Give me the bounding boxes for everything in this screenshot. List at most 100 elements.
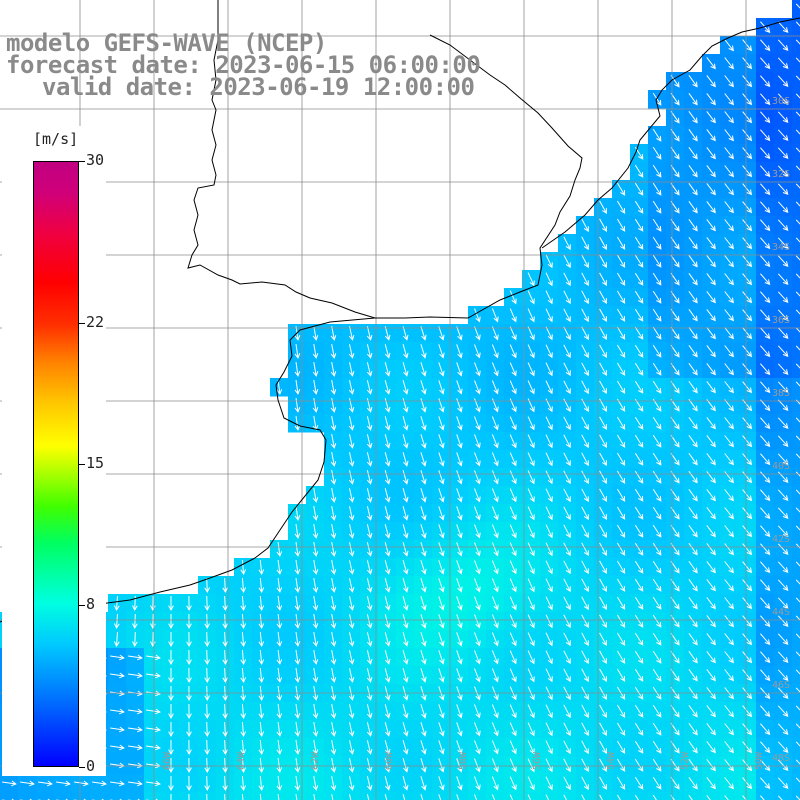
wind-cell bbox=[792, 252, 800, 271]
wind-arrow bbox=[224, 793, 226, 800]
wind-arrow bbox=[545, 326, 553, 341]
wind-arrow bbox=[438, 722, 445, 737]
wind-arrow bbox=[348, 722, 355, 737]
wind-arrow bbox=[742, 561, 753, 574]
wind-arrow bbox=[652, 434, 662, 448]
wind-arrow bbox=[456, 344, 463, 359]
wind-arrow bbox=[186, 595, 192, 612]
wind-arrow bbox=[402, 524, 409, 539]
wind-arrow bbox=[384, 344, 391, 359]
wind-arrow bbox=[545, 254, 553, 269]
wind-arrow bbox=[581, 452, 589, 467]
wind-cell bbox=[792, 144, 800, 163]
wind-arrow bbox=[384, 668, 391, 683]
wind-arrow bbox=[186, 703, 192, 720]
wind-arrow bbox=[491, 668, 499, 683]
wind-arrow bbox=[258, 721, 265, 738]
wind-arrow bbox=[312, 614, 319, 629]
wind-arrow bbox=[706, 759, 716, 772]
wind-arrow bbox=[348, 668, 355, 683]
wind-arrow bbox=[760, 489, 771, 502]
wind-arrow bbox=[545, 560, 553, 575]
wind-arrow bbox=[688, 111, 698, 124]
wind-arrow bbox=[384, 524, 391, 539]
wind-arrow bbox=[777, 21, 789, 33]
wind-arrow bbox=[652, 506, 662, 520]
wind-arrow bbox=[634, 416, 644, 430]
wind-arrow bbox=[545, 290, 553, 305]
wind-arrow bbox=[563, 704, 571, 719]
wind-arrow bbox=[581, 542, 589, 557]
wind-arrow bbox=[795, 21, 800, 27]
wind-arrow bbox=[168, 668, 174, 684]
wind-arrow bbox=[348, 344, 355, 359]
wind-arrow bbox=[634, 452, 644, 466]
wind-arrow bbox=[146, 654, 161, 661]
wind-arrow bbox=[760, 39, 771, 52]
wind-cell bbox=[792, 576, 800, 595]
wind-cell bbox=[792, 756, 800, 775]
latitude-label: 36S bbox=[772, 315, 790, 326]
wind-arrow bbox=[760, 543, 771, 556]
longitude-label: 62W bbox=[310, 751, 321, 770]
wind-arrow bbox=[599, 506, 607, 520]
wind-arrow bbox=[240, 703, 247, 720]
wind-arrow bbox=[760, 507, 771, 520]
wind-arrow bbox=[474, 470, 481, 485]
wind-arrow bbox=[795, 255, 800, 261]
wind-arrow bbox=[348, 452, 355, 467]
wind-arrow bbox=[777, 147, 789, 159]
wind-arrow bbox=[760, 471, 771, 484]
wind-arrow bbox=[599, 380, 607, 394]
wind-arrow bbox=[366, 596, 373, 611]
wind-arrow bbox=[795, 525, 800, 531]
wind-arrow bbox=[777, 129, 789, 141]
wind-arrow bbox=[652, 722, 662, 736]
wind-arrow bbox=[581, 578, 589, 593]
wind-arrow bbox=[724, 507, 734, 520]
wind-arrow bbox=[724, 525, 734, 538]
wind-arrow bbox=[581, 668, 589, 683]
wind-arrow bbox=[581, 758, 589, 773]
wind-arrow bbox=[742, 39, 753, 52]
wind-arrow bbox=[760, 777, 771, 790]
wind-cell bbox=[720, 792, 739, 800]
wind-arrow bbox=[724, 273, 734, 286]
wind-arrow bbox=[581, 488, 589, 503]
wind-arrow bbox=[438, 524, 445, 539]
wind-arrow bbox=[420, 542, 427, 557]
wind-arrow bbox=[634, 326, 644, 340]
wind-arrow bbox=[420, 326, 427, 341]
wind-arrow bbox=[563, 488, 571, 503]
wind-arrow bbox=[384, 740, 391, 755]
wind-arrow bbox=[456, 758, 463, 773]
wind-arrow bbox=[688, 237, 698, 250]
wind-arrow bbox=[616, 776, 626, 790]
wind-arrow bbox=[795, 39, 800, 45]
wind-cell bbox=[792, 342, 800, 361]
wind-arrow bbox=[294, 668, 301, 683]
wind-arrow bbox=[760, 327, 771, 340]
wind-arrow bbox=[456, 740, 463, 755]
wind-arrow bbox=[366, 614, 373, 629]
wind-arrow bbox=[760, 273, 771, 286]
wind-arrow bbox=[402, 722, 409, 737]
wind-arrow bbox=[348, 416, 355, 431]
wind-arrow bbox=[527, 722, 535, 737]
wind-arrow bbox=[438, 596, 445, 611]
wind-arrow bbox=[599, 794, 604, 800]
wind-arrow bbox=[688, 795, 693, 800]
coastline bbox=[0, 0, 800, 623]
wind-arrow bbox=[795, 741, 800, 747]
wind-arrow bbox=[491, 794, 496, 800]
wind-arrow bbox=[634, 596, 644, 610]
colorbar-tick-label: 0 bbox=[86, 757, 96, 775]
wind-arrow bbox=[777, 795, 783, 800]
wind-arrow bbox=[634, 506, 644, 520]
wind-cell bbox=[792, 324, 800, 343]
wind-arrow bbox=[652, 452, 662, 466]
wind-arrow bbox=[760, 345, 771, 358]
wind-arrow bbox=[258, 739, 265, 756]
wind-cell bbox=[54, 792, 73, 800]
